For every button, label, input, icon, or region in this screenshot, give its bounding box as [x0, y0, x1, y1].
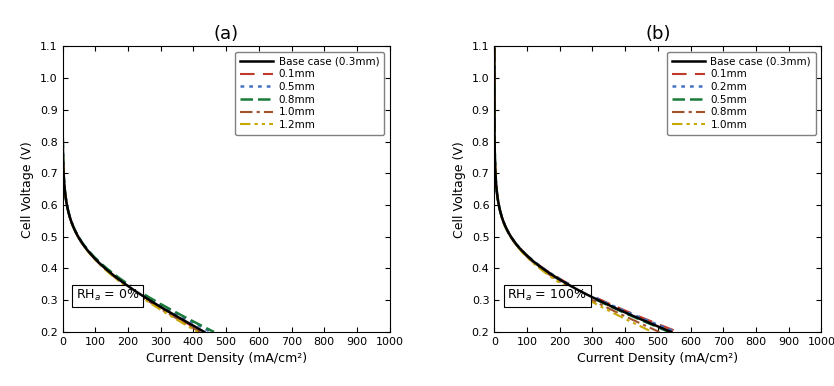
Text: RH$_a$ = 0%: RH$_a$ = 0% — [76, 288, 139, 303]
Y-axis label: Cell Voltage (V): Cell Voltage (V) — [22, 141, 34, 237]
Legend: Base case (0.3mm), 0.1mm, 0.5mm, 0.8mm, 1.0mm, 1.2mm: Base case (0.3mm), 0.1mm, 0.5mm, 0.8mm, … — [235, 51, 384, 135]
Legend: Base case (0.3mm), 0.1mm, 0.2mm, 0.5mm, 0.8mm, 1.0mm: Base case (0.3mm), 0.1mm, 0.2mm, 0.5mm, … — [666, 51, 816, 135]
Title: (b): (b) — [646, 25, 671, 43]
Title: (a): (a) — [214, 25, 239, 43]
Text: RH$_a$ = 100%: RH$_a$ = 100% — [507, 288, 587, 303]
Y-axis label: Cell Voltage (V): Cell Voltage (V) — [453, 141, 466, 237]
X-axis label: Current Density (mA/cm²): Current Density (mA/cm²) — [577, 352, 738, 366]
X-axis label: Current Density (mA/cm²): Current Density (mA/cm²) — [146, 352, 307, 366]
